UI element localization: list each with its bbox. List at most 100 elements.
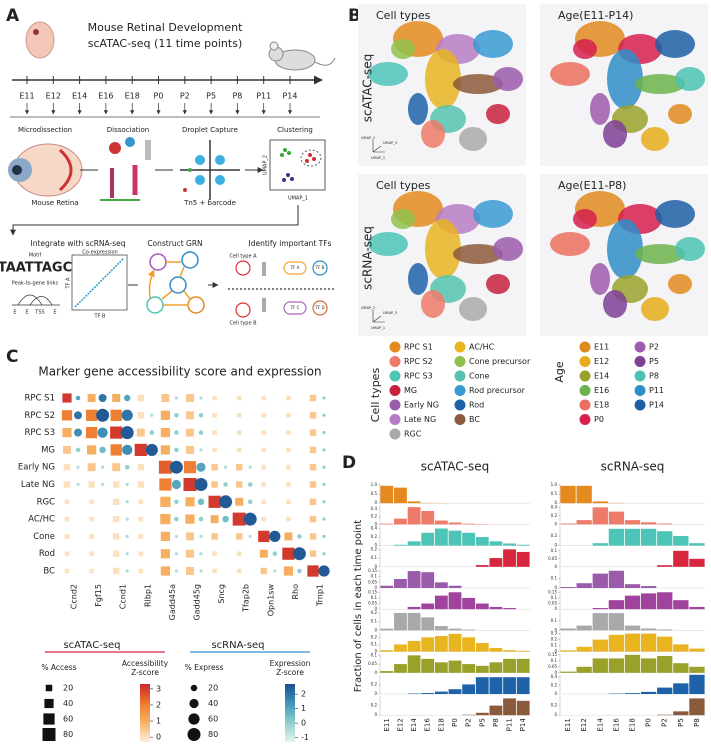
express-dot — [322, 500, 326, 504]
access-square — [85, 426, 98, 439]
express-dot — [219, 495, 233, 509]
express-dot — [120, 426, 134, 440]
access-square — [112, 394, 121, 402]
access-square — [185, 514, 195, 524]
legend-title: Age — [553, 361, 566, 383]
bar — [673, 644, 689, 652]
y-tick-label: 0.1 — [551, 575, 558, 580]
y-tick-label: 0.2 — [371, 681, 378, 686]
bar — [407, 606, 421, 610]
y-tick-label: 0 — [374, 521, 377, 526]
access-square — [160, 445, 170, 455]
column-label: Rlbp1 — [143, 584, 152, 607]
access-square — [309, 446, 317, 454]
express-dot — [122, 444, 133, 456]
legend-label: P2 — [649, 343, 659, 352]
legend-swatch — [454, 370, 466, 382]
bar — [689, 666, 705, 673]
access-square — [138, 516, 144, 522]
bar — [489, 606, 503, 610]
access-square — [186, 445, 194, 454]
legend-label: RGC — [404, 430, 422, 439]
bar — [673, 550, 689, 567]
express-dot — [174, 569, 179, 573]
bar — [560, 485, 576, 504]
express-dot — [96, 408, 110, 422]
tf-node: TF D — [314, 305, 324, 310]
access-square — [137, 481, 145, 488]
bar — [475, 565, 489, 567]
legend-swatch — [634, 385, 646, 396]
y-tick-label: 0 — [374, 585, 377, 590]
y-tick-label: 0.4 — [371, 526, 378, 531]
legend-label: E18 — [594, 401, 609, 410]
colorbar-label: 2 — [301, 690, 306, 699]
clustering-icon — [269, 139, 326, 191]
express-dot — [174, 447, 179, 453]
legend-label: Early NG — [404, 401, 439, 410]
access-square — [236, 447, 242, 453]
access-square — [208, 495, 221, 508]
legend-label: P14 — [649, 401, 664, 410]
x-tick-label: E12 — [396, 718, 404, 731]
express-dot — [100, 482, 105, 487]
access-square — [112, 481, 120, 488]
x-tick-label: E18 — [629, 718, 637, 731]
y-tick-label: 0 — [374, 691, 377, 696]
express-dot — [322, 517, 326, 521]
legend-swatch — [579, 356, 591, 367]
axis-tick: E — [25, 310, 28, 316]
y-tick-label: 0 — [554, 670, 557, 675]
bar — [380, 628, 394, 631]
column-label: Ccnd2 — [70, 584, 79, 609]
bar — [503, 677, 516, 694]
y-tick-label: 0.05 — [368, 661, 377, 666]
bar — [462, 637, 476, 652]
bar — [624, 693, 641, 694]
umap-cluster — [550, 232, 590, 256]
size-key — [190, 684, 198, 692]
y-tick-label: 0.5 — [551, 491, 558, 496]
bar — [448, 689, 462, 694]
express-dot — [125, 482, 129, 487]
access-square — [286, 464, 291, 470]
bar — [576, 583, 592, 588]
size-key — [45, 684, 53, 692]
access-square — [160, 566, 170, 576]
access-square — [236, 413, 242, 418]
y-tick-label: 0.1 — [371, 652, 378, 657]
access-square — [134, 443, 147, 456]
express-dot — [149, 430, 155, 435]
y-axis-label: Fraction of cells in each time point — [353, 520, 364, 692]
access-square — [64, 568, 70, 574]
row-label: RGC — [37, 497, 55, 507]
express-dot — [322, 448, 326, 452]
bar — [503, 608, 516, 610]
bar — [489, 662, 503, 673]
express-dot — [318, 565, 330, 577]
access-square — [110, 444, 122, 456]
x-tick-label: P0 — [451, 718, 459, 727]
bar — [640, 691, 657, 694]
size-key-label: 40 — [208, 699, 218, 708]
x-tick-label: E16 — [424, 718, 432, 732]
bar — [516, 551, 530, 567]
y-tick-label: 0 — [374, 712, 377, 717]
access-square — [186, 394, 194, 402]
express-dot — [199, 534, 203, 539]
bar — [394, 578, 407, 588]
row-label: MG — [41, 445, 55, 455]
umap-panels: Cell types UMAP_1 UMAP_2 UMAP_3 Age(E11-P14)… — [358, 4, 708, 336]
access-square — [284, 532, 293, 541]
access-square — [110, 426, 123, 439]
express-dot — [169, 460, 183, 474]
y-tick-label: 0.2 — [551, 513, 558, 518]
y-tick-label: 0 — [374, 649, 377, 654]
access-square — [211, 533, 218, 540]
bar — [560, 650, 576, 652]
y-tick-label: 0.2 — [371, 534, 378, 539]
express-dot — [76, 465, 80, 469]
express-dot — [223, 465, 228, 469]
size-key-label: 60 — [208, 715, 218, 724]
